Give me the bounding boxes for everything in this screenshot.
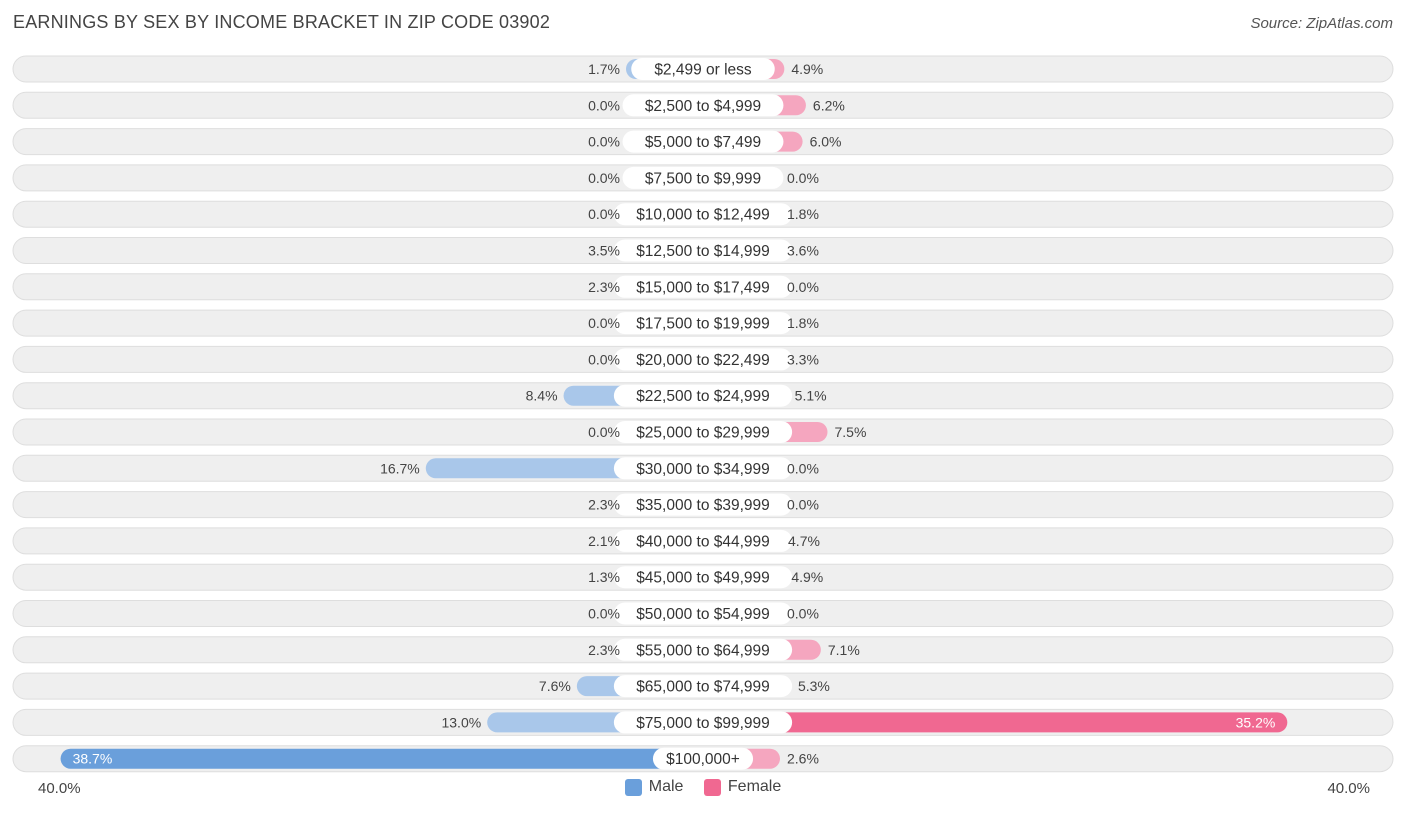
category-label: $30,000 to $34,999 [636,461,770,478]
male-value-label: 0.0% [588,315,620,331]
male-value-label: 1.3% [588,569,620,585]
female-value-label: 0.0% [787,279,819,295]
category-label: $55,000 to $64,999 [636,642,770,659]
female-value-label: 5.3% [798,678,830,694]
female-value-label: 4.9% [791,61,823,77]
male-value-label: 1.7% [588,61,620,77]
category-label: $45,000 to $49,999 [636,570,770,587]
category-label: $50,000 to $54,999 [636,606,770,623]
male-value-label: 38.7% [73,751,113,767]
category-pill [613,239,793,262]
category-pill [613,203,793,226]
category-pill [622,130,784,153]
legend-swatch-female [703,778,721,796]
category-pill [613,602,793,625]
male-value-label: 0.0% [588,606,620,622]
category-pill [622,166,784,189]
male-value-label: 16.7% [380,460,420,476]
male-value-label: 7.6% [539,678,571,694]
legend-label-female: Female [727,778,782,795]
male-value-label: 0.0% [588,351,620,367]
male-value-label: 0.0% [588,170,620,186]
legend-item-male[interactable]: Male [624,778,684,796]
category-pill [613,312,793,335]
category-pill [613,638,793,661]
male-value-label: 2.1% [588,533,620,549]
category-pill [613,457,793,480]
legend-label-male: Male [648,778,684,795]
female-value-label: 4.7% [788,533,820,549]
category-pill [622,94,784,117]
female-value-label: 0.0% [787,170,819,186]
male-value-label: 0.0% [588,134,620,150]
male-value-label: 0.0% [588,206,620,222]
source-note: Source: ZipAtlas.com [1250,15,1393,32]
male-value-label: 2.3% [588,497,620,513]
axis-left-label: 40.0% [38,780,81,797]
male-value-label: 0.0% [588,97,620,113]
category-pill [613,493,793,516]
category-pill [652,747,754,770]
category-pill [613,529,793,552]
category-label: $75,000 to $99,999 [636,715,770,732]
legend-item-female[interactable]: Female [703,778,782,796]
category-label: $100,000+ [666,751,740,768]
female-value-label: 3.3% [787,351,819,367]
male-value-label: 0.0% [588,424,620,440]
male-value-label: 2.3% [588,642,620,658]
category-label: $15,000 to $17,499 [636,279,770,296]
category-pill [631,58,775,80]
female-value-label: 0.0% [787,460,819,476]
female-value-label: 5.1% [795,388,827,404]
female-value-label: 4.9% [791,569,823,585]
category-label: $25,000 to $29,999 [636,425,770,442]
female-bar [703,712,1288,733]
legend: Male Female [0,778,1406,801]
male-value-label: 8.4% [526,388,558,404]
chart-title: EARNINGS BY SEX BY INCOME BRACKET IN ZIP… [13,12,551,32]
category-label: $10,000 to $12,499 [636,207,770,224]
female-value-label: 7.5% [835,424,867,440]
category-pill [613,275,793,298]
male-bar [60,748,703,769]
category-label: $40,000 to $44,999 [636,533,770,550]
female-value-label: 7.1% [828,642,860,658]
category-pill [613,384,793,407]
male-value-label: 13.0% [441,714,481,730]
category-label: $22,500 to $24,999 [636,388,770,405]
category-label: $2,499 or less [654,62,752,79]
category-label: $17,500 to $19,999 [636,316,770,333]
female-value-label: 6.0% [810,134,842,150]
female-value-label: 3.6% [787,243,819,259]
category-label: $35,000 to $39,999 [636,497,770,514]
female-value-label: 0.0% [787,606,819,622]
female-value-label: 1.8% [787,315,819,331]
axis-right-label: 40.0% [1327,780,1370,797]
category-pill [613,711,793,734]
category-pill [613,348,793,371]
category-label: $2,500 to $4,999 [645,98,761,115]
legend-swatch-male [624,778,642,796]
category-pill [613,421,793,443]
male-value-label: 2.3% [588,279,620,295]
female-value-label: 35.2% [1236,714,1276,730]
female-value-label: 2.6% [787,751,819,767]
male-value-label: 3.5% [588,243,620,259]
category-label: $12,500 to $14,999 [636,243,770,260]
female-value-label: 0.0% [787,497,819,513]
category-label: $20,000 to $22,499 [636,352,770,369]
category-label: $65,000 to $74,999 [636,679,770,696]
category-pill [613,566,793,589]
category-label: $7,500 to $9,999 [645,170,761,187]
female-value-label: 1.8% [787,206,819,222]
category-pill [613,675,793,698]
female-value-label: 6.2% [813,97,845,113]
category-label: $5,000 to $7,499 [645,134,761,151]
